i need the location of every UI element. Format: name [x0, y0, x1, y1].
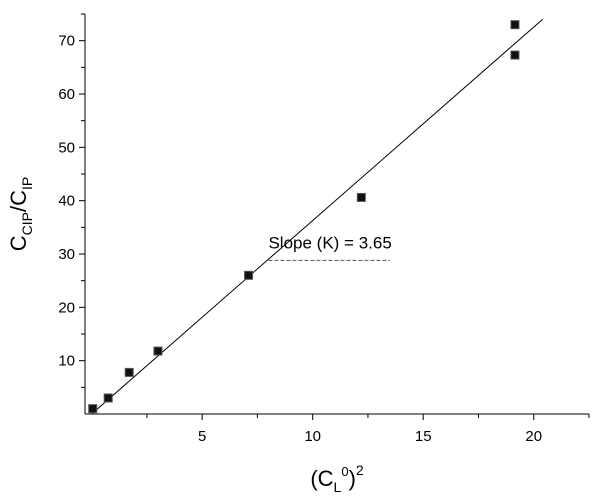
axes: 5 10 15 20 10 20 30 40 50 60 70	[58, 13, 590, 445]
x-title-sup: 0	[341, 464, 348, 479]
x-axis-title: (CL0)2	[310, 462, 364, 495]
x-title-close: )	[349, 466, 356, 491]
x-title-power: 2	[356, 462, 364, 478]
slope-label: Slope (K) = 3.65	[268, 234, 391, 253]
data-point	[88, 404, 98, 414]
data-point	[356, 192, 366, 202]
data-point	[153, 346, 163, 356]
y-tick-label: 40	[58, 193, 75, 210]
y-tick-label: 20	[58, 299, 75, 316]
data-point	[124, 367, 134, 377]
y-tick-label: 10	[58, 353, 75, 370]
x-title-base: (C	[310, 466, 333, 491]
data-point	[510, 50, 520, 60]
fit-line-group	[91, 18, 543, 415]
y-tick-label: 50	[58, 139, 75, 156]
x-title-sub: L	[334, 479, 342, 495]
slope-annotation: Slope (K) = 3.65	[268, 234, 392, 261]
fit-line	[91, 18, 543, 415]
y-tick-label: 30	[58, 246, 75, 263]
x-tick-label: 10	[304, 428, 321, 445]
data-point	[244, 270, 254, 280]
y-title-sub1: CIP	[19, 212, 35, 235]
y-tick-label: 60	[58, 86, 75, 103]
data-points	[88, 20, 520, 414]
x-tick-label: 15	[415, 428, 432, 445]
y-axis-title: CCIP/CIP	[6, 177, 35, 251]
x-tick-label: 20	[525, 428, 542, 445]
data-point	[103, 393, 113, 403]
y-title-slash: /C	[6, 190, 31, 212]
y-title-c1: C	[6, 235, 31, 251]
data-point	[510, 20, 520, 30]
y-title-sub2: IP	[19, 177, 35, 190]
y-tick-label: 70	[58, 33, 75, 50]
x-tick-label: 5	[198, 428, 206, 445]
